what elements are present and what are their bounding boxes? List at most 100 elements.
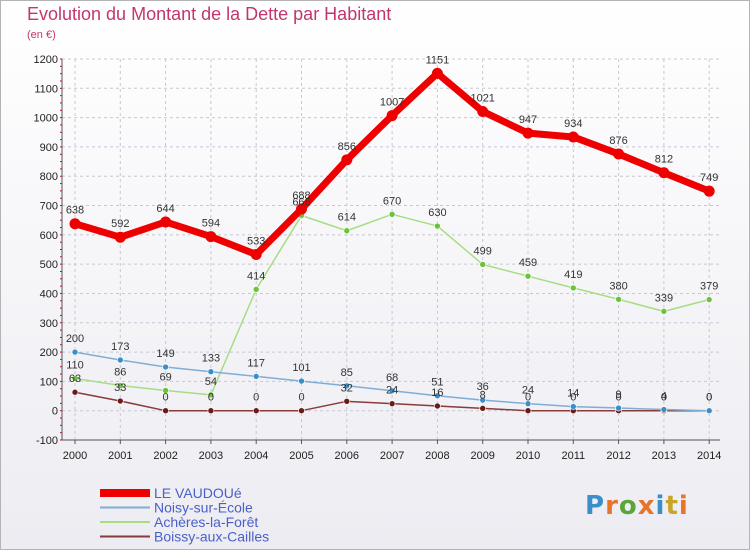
- data-point: [705, 296, 713, 303]
- legend-label: Achères-la-Forêt: [154, 514, 258, 530]
- data-label: 419: [564, 269, 582, 281]
- data-label: 0: [616, 392, 622, 404]
- data-point: [296, 203, 307, 215]
- data-point: [117, 356, 124, 364]
- data-point: [388, 387, 396, 395]
- logo-letter: r: [605, 491, 619, 521]
- data-point: [567, 131, 579, 143]
- data-point: [162, 387, 169, 394]
- data-label: 86: [114, 366, 126, 378]
- data-point: [524, 272, 532, 280]
- y-tick-label: 1100: [34, 83, 58, 95]
- data-point: [522, 127, 534, 139]
- y-tick-label: 1000: [34, 113, 58, 125]
- legend-label: Noisy-sur-École: [154, 500, 253, 516]
- data-label: 0: [706, 392, 712, 404]
- data-label: 173: [111, 341, 129, 353]
- data-label: 339: [655, 292, 673, 304]
- data-label: 638: [66, 205, 84, 217]
- axes: -100010020030040050060070080090010001100…: [34, 54, 722, 462]
- data-label: 459: [519, 257, 537, 269]
- data-label: 0: [661, 392, 667, 404]
- x-tick-label: 2008: [425, 450, 449, 462]
- data-label: 670: [383, 195, 401, 207]
- data-label: 594: [202, 218, 220, 230]
- data-point: [479, 396, 487, 404]
- data-label: 32: [341, 382, 353, 394]
- data-point: [117, 382, 124, 389]
- data-point: [117, 397, 124, 405]
- data-label: 54: [205, 376, 217, 388]
- data-label: 947: [519, 114, 537, 126]
- logo-letter: o: [618, 491, 638, 521]
- y-tick-label: 100: [40, 376, 58, 388]
- data-point: [207, 407, 215, 414]
- data-label: 4: [661, 391, 667, 403]
- y-tick-label: 300: [40, 318, 58, 330]
- data-label: 876: [609, 135, 627, 147]
- data-label: 0: [570, 392, 576, 404]
- x-tick-label: 2011: [561, 450, 585, 462]
- logo-letter: t: [665, 491, 679, 521]
- y-tick-label: 700: [40, 201, 58, 213]
- y-tick-label: 900: [40, 142, 58, 154]
- data-point: [388, 400, 396, 407]
- data-point: [569, 284, 577, 292]
- data-point: [205, 231, 217, 243]
- logo-letter: i: [655, 491, 666, 521]
- data-point: [71, 348, 79, 356]
- data-label: 749: [700, 172, 718, 184]
- data-point: [477, 105, 489, 117]
- y-tick-label: 600: [40, 230, 58, 242]
- data-point: [162, 363, 169, 371]
- data-label: 9: [616, 389, 622, 401]
- data-point: [660, 406, 668, 413]
- x-tick-label: 2007: [380, 450, 404, 462]
- x-tick-label: 2005: [289, 450, 313, 462]
- y-tick-label: 400: [40, 288, 58, 300]
- data-label: 0: [525, 392, 531, 404]
- data-point: [252, 286, 260, 293]
- logo-letter: x: [637, 491, 656, 521]
- data-label: 16: [431, 387, 443, 399]
- data-label: 101: [292, 362, 310, 374]
- data-point: [160, 216, 172, 228]
- x-tick-label: 2002: [153, 450, 177, 462]
- data-label: 0: [208, 392, 214, 404]
- data-point: [162, 407, 169, 414]
- data-point: [341, 154, 353, 166]
- data-label: 24: [522, 385, 534, 397]
- x-tick-label: 2006: [335, 450, 359, 462]
- data-label: 934: [564, 118, 582, 130]
- data-point: [613, 148, 625, 160]
- data-label: 688: [292, 190, 310, 202]
- data-point: [434, 222, 441, 230]
- y-tick-label: 200: [40, 347, 58, 359]
- data-point: [71, 388, 79, 396]
- data-label: 1151: [426, 54, 450, 66]
- data-label: 69: [159, 371, 171, 383]
- data-point: [660, 308, 668, 315]
- data-point: [343, 382, 351, 390]
- data-label: 24: [386, 385, 398, 397]
- data-label: 0: [706, 392, 712, 404]
- x-tick-label: 2001: [108, 450, 132, 462]
- data-label: 1007: [380, 97, 404, 109]
- data-label: 51: [431, 377, 443, 389]
- logo-letter: i: [678, 491, 689, 521]
- data-point: [479, 405, 487, 412]
- data-point: [343, 398, 351, 405]
- data-label: 644: [156, 203, 174, 215]
- data-point: [71, 375, 79, 382]
- data-point: [524, 400, 532, 407]
- data-label: 133: [202, 353, 220, 365]
- data-point: [658, 167, 670, 179]
- data-label: 85: [341, 367, 353, 379]
- data-point: [250, 248, 262, 260]
- data-point: [431, 67, 443, 79]
- chart-subtitle: (en €): [27, 29, 56, 41]
- data-point: [388, 211, 396, 218]
- data-point: [703, 185, 715, 197]
- data-label: 592: [111, 218, 129, 230]
